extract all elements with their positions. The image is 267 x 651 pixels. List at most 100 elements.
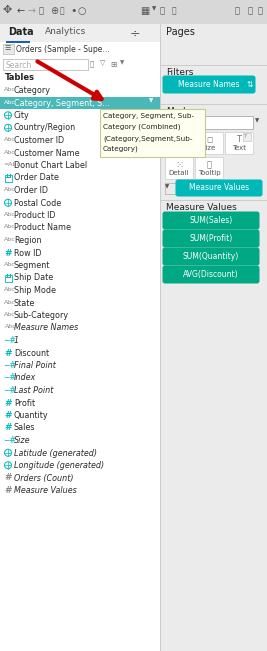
- Text: Final Point: Final Point: [14, 361, 56, 370]
- Text: Category: Category: [14, 86, 51, 95]
- Bar: [6, 41, 30, 42]
- Text: ▼: ▼: [165, 184, 169, 189]
- Text: Product Name: Product Name: [14, 223, 71, 232]
- Bar: [165, 157, 193, 179]
- Bar: [165, 132, 193, 154]
- Text: Measure Names: Measure Names: [14, 324, 78, 333]
- Bar: [0, 346, 160, 359]
- Text: ?: ?: [244, 134, 247, 139]
- Text: Abc: Abc: [4, 212, 16, 217]
- Text: Marks: Marks: [166, 107, 193, 116]
- Bar: [100, 109, 205, 157]
- Bar: [0, 359, 160, 372]
- Text: #: #: [4, 398, 11, 408]
- Text: Abc: Abc: [4, 237, 16, 242]
- Text: ◑: ◑: [175, 135, 183, 144]
- FancyBboxPatch shape: [163, 76, 256, 94]
- Text: ⬜: ⬜: [248, 6, 253, 15]
- Bar: [160, 104, 267, 105]
- Bar: [0, 159, 160, 171]
- Text: −#: −#: [3, 336, 16, 345]
- Text: #: #: [4, 473, 11, 482]
- Bar: [3, 59, 88, 70]
- Text: Customer Name: Customer Name: [14, 148, 80, 158]
- Text: Sub-Category: Sub-Category: [14, 311, 69, 320]
- Text: City: City: [14, 111, 30, 120]
- Text: ▦: ▦: [140, 6, 149, 16]
- Bar: [0, 24, 160, 42]
- Text: SUM(Sales): SUM(Sales): [189, 216, 233, 225]
- Bar: [0, 171, 160, 184]
- Text: Ship Date: Ship Date: [14, 273, 53, 283]
- Text: →: →: [28, 6, 36, 16]
- Text: Category, Segment, Sub-: Category, Segment, Sub-: [103, 113, 194, 119]
- Text: −#: −#: [3, 374, 16, 383]
- Text: Customer ID: Customer ID: [14, 136, 64, 145]
- Text: Quantity: Quantity: [14, 411, 49, 420]
- Text: Abc: Abc: [4, 137, 16, 142]
- Bar: [160, 105, 267, 225]
- Bar: [195, 157, 223, 179]
- Text: ÷: ÷: [130, 27, 141, 40]
- Bar: [160, 65, 267, 66]
- Text: ⊞: ⊞: [110, 60, 116, 69]
- Bar: [0, 259, 160, 271]
- Bar: [0, 221, 160, 234]
- Bar: [0, 84, 160, 96]
- Text: Last Point: Last Point: [14, 386, 53, 395]
- Bar: [0, 122, 160, 134]
- Text: #: #: [4, 486, 11, 495]
- Bar: [0, 209, 160, 221]
- Text: Measure Values: Measure Values: [166, 203, 237, 212]
- Text: ⬜: ⬜: [235, 6, 240, 15]
- Bar: [0, 447, 160, 459]
- Text: Abc: Abc: [4, 100, 16, 105]
- Bar: [0, 484, 160, 497]
- Bar: [160, 66, 267, 104]
- Bar: [0, 247, 160, 259]
- Bar: [0, 396, 160, 409]
- Text: Category, Segment, S...: Category, Segment, S...: [14, 98, 110, 107]
- Bar: [0, 296, 160, 309]
- Text: T: T: [237, 135, 241, 144]
- Text: Abc: Abc: [4, 225, 16, 230]
- Text: Size: Size: [202, 145, 216, 151]
- Text: −#: −#: [3, 386, 16, 395]
- Text: ○: ○: [78, 6, 87, 16]
- Text: −#: −#: [3, 436, 16, 445]
- Bar: [0, 284, 160, 296]
- Text: ⬜: ⬜: [60, 6, 65, 15]
- Text: #: #: [4, 348, 11, 357]
- Bar: [0, 271, 160, 284]
- Text: Orders (Sample - Supe...: Orders (Sample - Supe...: [16, 46, 109, 55]
- Text: Product ID: Product ID: [14, 211, 56, 220]
- Text: ⊕: ⊕: [50, 6, 58, 16]
- Text: Longitude (generated): Longitude (generated): [14, 461, 104, 470]
- Text: Sales: Sales: [14, 424, 36, 432]
- Text: Segment: Segment: [14, 261, 50, 270]
- Text: Measure Names: Measure Names: [178, 80, 240, 89]
- Text: SUM(Profit): SUM(Profit): [189, 234, 233, 243]
- Bar: [243, 133, 251, 141]
- Bar: [0, 109, 160, 122]
- Text: −#: −#: [3, 361, 16, 370]
- Text: Abc: Abc: [4, 287, 16, 292]
- FancyBboxPatch shape: [163, 230, 260, 247]
- Text: ▽: ▽: [100, 60, 105, 66]
- Bar: [0, 134, 160, 146]
- Text: Abc: Abc: [4, 187, 16, 192]
- Text: ◻: ◻: [206, 135, 212, 144]
- Text: Donut Chart Label: Donut Chart Label: [14, 161, 87, 170]
- Text: ▼: ▼: [120, 60, 124, 65]
- Text: Abc: Abc: [4, 262, 16, 267]
- Bar: [0, 309, 160, 322]
- Bar: [0, 72, 160, 84]
- Text: =Abc: =Abc: [3, 162, 20, 167]
- Text: Tables: Tables: [5, 73, 35, 82]
- Bar: [0, 0, 267, 24]
- Text: ⇅: ⇅: [247, 80, 253, 89]
- Text: ▼: ▼: [255, 118, 259, 123]
- Text: Data: Data: [8, 27, 34, 37]
- Bar: [5, 275, 12, 281]
- Text: Detail: Detail: [169, 170, 189, 176]
